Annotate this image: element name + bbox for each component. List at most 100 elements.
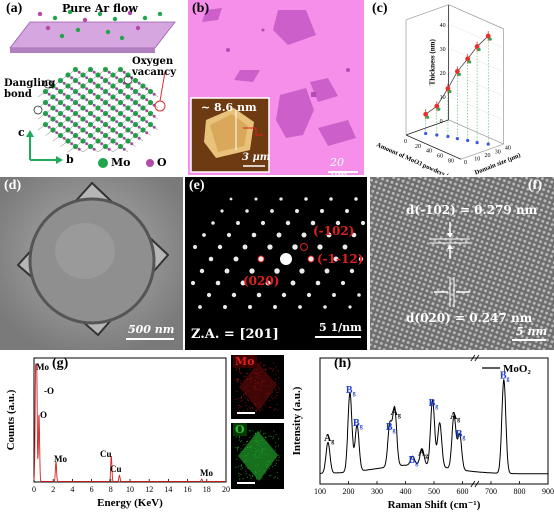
hrtem-image [370,177,554,350]
x-tick-label: 400 [400,487,412,496]
y-tick-label: 20 [440,71,446,77]
peak-annotation: Mo [54,454,67,464]
x-tick-label: 18 [203,485,211,494]
panel-e: (e) (-102) (-1-12) (020) Z.A. = [201] 5 … [185,177,367,350]
optical-image [190,8,358,173]
size-point [488,37,492,41]
panel-a: (a) Pure Ar flow Oxygen vacancy Dangling… [0,0,185,175]
projection-point [466,138,470,143]
raman-spectrum: 100 200 300 400 500 600 700 800 900 Raman Shift (… [291,354,554,511]
d-spacing-2: d(020) = 0.247 nm [406,311,533,325]
z-axis-line [405,119,449,136]
saed-scale-label: 5 1/nm [319,321,362,334]
eds-line [33,363,226,482]
panel-f: (f) d(-102) = 0.279 nm d(020) = 0.247 nm… [370,177,554,350]
peak-annotation: Mo [200,468,213,478]
x-tick-label: 16 [184,485,192,494]
x-tick-label: 4 [70,485,74,494]
size-point [468,60,472,64]
axis-b-label: b [66,153,74,166]
mode-label: Ag [418,448,428,460]
x-axis-line [405,134,462,160]
panel-f-label: (f) [528,178,542,193]
o-map-label: O [233,423,247,436]
panel-h-label: (h) [334,356,352,371]
x-tick-label: 20 [415,144,421,150]
x-tick-label: 0 [404,139,407,145]
x-tick-label: 700 [485,487,497,496]
scale-bar-label: 20 μm [330,156,348,175]
x-tick-label: 900 [542,487,554,496]
mode-label: Bg [429,398,439,410]
data-point [474,44,480,49]
panel-c-label: (c) [372,1,388,16]
panel-h: 100 200 300 400 500 600 700 800 900 Raman Shift (… [286,352,554,519]
mode-label: Bg [500,371,510,383]
x-tick-label: 200 [343,487,355,496]
mode-label: Bg [409,455,419,467]
projection-point [486,142,490,146]
x-tick-label: 14 [164,485,172,494]
z-tick-label: 30 [495,149,501,155]
y-axis-title: Intensity (a.u.) [291,386,303,455]
size-point [457,72,461,77]
y-tick-label: 30 [440,47,446,53]
spot-label-3: (020) [243,274,280,288]
y-axis-title: Thickness (nm) [429,39,437,86]
mode-label: Ag [391,407,401,419]
spot-label-2: (-1-12) [317,252,364,266]
axis-break [474,480,480,488]
raman-line [320,378,548,475]
peak-annotation: O [40,410,47,420]
x-tick-label: 10 [126,485,134,494]
tem-scale-label: 500 nm [128,323,175,336]
dangling-bond-label: Dangling bond [4,78,56,100]
x-tick-label: 2 [51,485,55,494]
size-point [426,115,430,119]
data-point [465,56,471,62]
axis-break [470,480,476,488]
mo-map-label: Mo [233,355,257,368]
z-tick-label: 20 [484,153,490,159]
flow-label: Pure Ar flow [62,2,138,15]
x-tick-label: 6 [90,485,94,494]
zone-axis-label: Z.A. = [201] [191,327,279,342]
oxygen-vacancy-label: Oxygen vacancy [132,56,177,78]
mode-label: Bg [386,422,396,434]
x-axis-title: Energy (KeV) [97,497,163,509]
axis-c-label: c [18,126,25,139]
panel-d-label: (d) [4,178,22,193]
mode-label: Ag [324,433,334,445]
eds-map-o: O [231,423,284,489]
size-point [448,89,452,94]
inset-scale-label: 3 μm [242,152,271,163]
legend-o-label: O [157,156,167,169]
mode-label: Bg [456,429,466,441]
y-tick-label: 40 [440,23,446,29]
size-point [437,107,441,111]
axis-break [470,354,476,362]
thickness-domain-chart: 0 10 20 30 40 0 20 40 60 80 0 10 20 30 40 Thickness (nm… [375,4,522,175]
x-tick-label: 500 [428,487,440,496]
y-tick-label: 10 [440,95,446,101]
x-tick-label: 20 [222,485,230,494]
x-tick-label: 600 [457,487,469,496]
eds-spectrum: 0 2 4 6 8 10 12 14 16 18 20 Energy (KeV) Counts (a.u… [5,357,230,509]
inset-thickness-label: ~ 8.6 nm [201,101,257,114]
panel-a-schematic [9,9,176,168]
x-tick-label: 0 [32,485,36,494]
axis-break [474,354,480,362]
legend-mo-label: Mo [111,156,131,169]
x-tick-label: 60 [437,154,443,160]
tem-image [0,177,183,350]
legend-label: MoO₂ [503,363,531,375]
panel-a-label: (a) [6,1,23,16]
panel-b-label: (b) [192,1,210,16]
panel-e-label: (e) [189,178,205,193]
x-tick-label: 40 [426,149,432,155]
y-axis-title: Counts (a.u.) [5,389,17,450]
panel-c: 0 10 20 30 40 0 20 40 60 80 0 10 20 30 40 Thickness (nm… [366,0,554,175]
data-point [423,111,429,117]
x-tick-label: 80 [448,158,454,164]
data-point [434,103,440,109]
